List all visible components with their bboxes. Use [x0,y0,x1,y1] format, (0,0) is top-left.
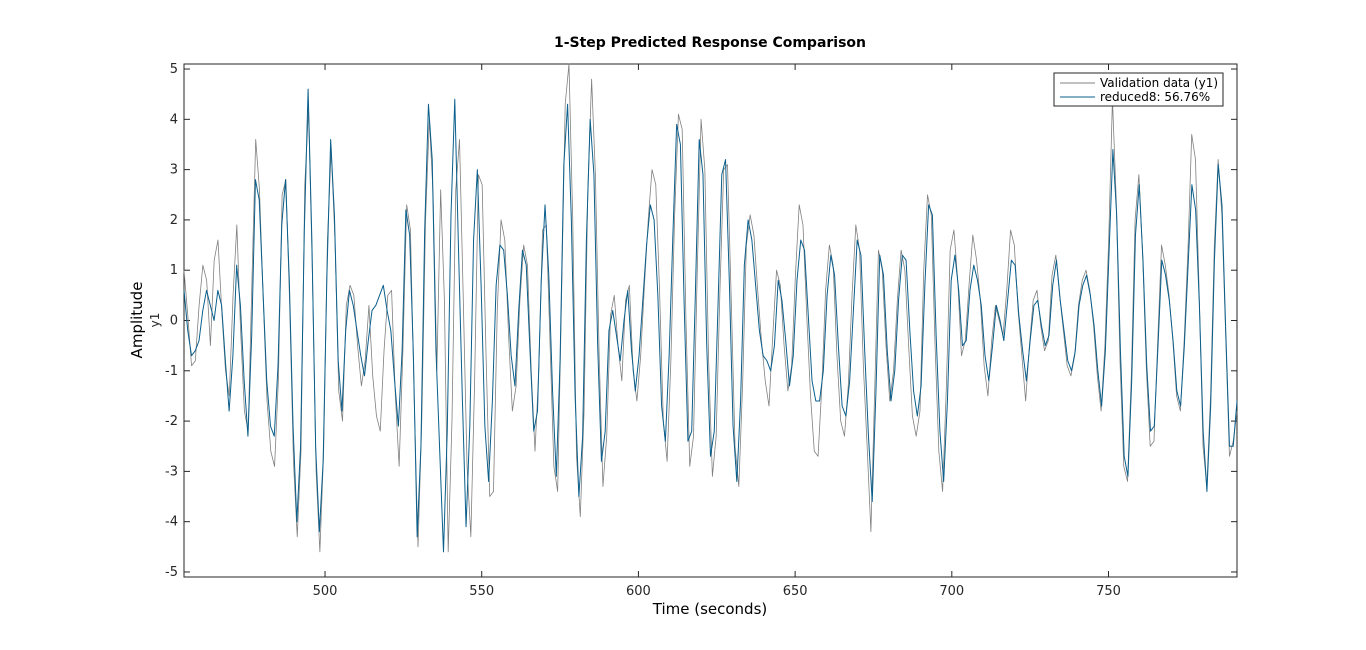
x-axis-label: Time (seconds) [652,600,768,618]
x-tick-label: 750 [1096,584,1121,599]
y-tick-label: 5 [170,62,178,77]
x-tick-label: 600 [626,584,651,599]
x-tick-label: 700 [939,584,964,599]
y-tick-label: -5 [165,565,178,580]
chart-title: 1-Step Predicted Response Comparison [554,35,866,51]
plot-area [183,63,1238,578]
y-tick-label: -3 [165,464,178,479]
y-tick-label: 4 [170,112,178,127]
y-axis-label: Amplitude [128,282,146,359]
legend-label-validation: Validation data (y1) [1100,76,1218,90]
legend: Validation data (y1) reduced8: 56.76% [1053,72,1224,107]
x-tick-label: 650 [783,584,808,599]
series-line-reduced8 [183,88,1238,553]
series-layer [183,63,1238,553]
y-tick-label: 0 [170,314,178,329]
x-tick-label: 500 [313,584,338,599]
y-tick-label: 2 [170,213,178,228]
y-tick-label: -4 [165,515,178,530]
legend-label-reduced8: reduced8: 56.76% [1100,90,1210,104]
y-tick-label: 1 [170,263,178,278]
y-tick-label: 3 [170,163,178,178]
y-channel-label: y1 [148,313,162,328]
y-tick-label: -1 [165,364,178,379]
x-tick-label: 550 [469,584,494,599]
y-tick-label: -2 [165,414,178,429]
x-axis-ticks: 500 550 600 650 700 750 [313,64,1121,599]
legend-box [1053,72,1224,107]
